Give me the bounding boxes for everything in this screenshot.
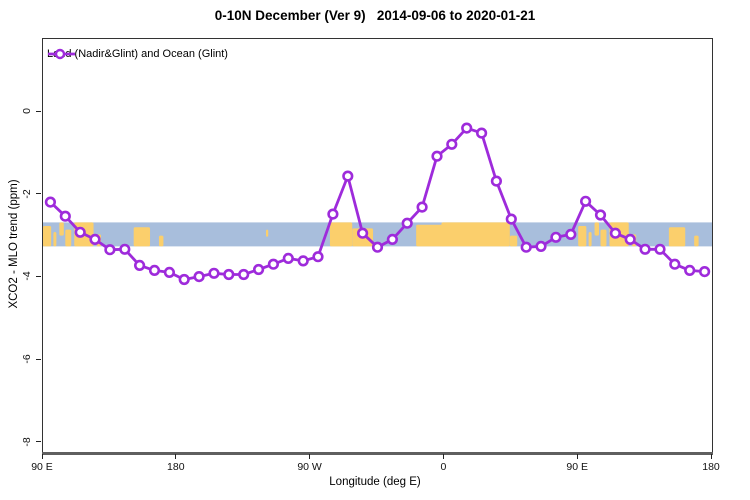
data-point	[119, 243, 131, 255]
data-point	[698, 266, 711, 278]
data-point	[104, 244, 116, 256]
data-point	[297, 255, 309, 267]
y-tick-mark	[36, 275, 41, 277]
data-point	[639, 243, 651, 255]
land-patch	[329, 222, 353, 247]
data-point	[401, 217, 413, 229]
data-point	[342, 170, 354, 182]
data-point	[669, 258, 681, 270]
land-patch	[43, 226, 52, 247]
land-patch	[441, 222, 510, 247]
x-tick-label: 180	[702, 461, 720, 473]
land-patch	[694, 235, 699, 247]
y-tick-label: 0	[21, 108, 33, 114]
land-patch	[594, 222, 600, 236]
data-point	[133, 259, 146, 271]
legend-line-marker-icon	[48, 48, 75, 60]
y-tick-label: -6	[21, 354, 33, 364]
data-point	[594, 209, 607, 221]
data-point	[476, 127, 488, 139]
land-patch	[578, 226, 587, 247]
ocean-band	[43, 222, 712, 247]
x-tick-mark	[576, 454, 578, 459]
x-tick-mark	[175, 454, 177, 459]
data-point	[654, 243, 666, 255]
data-point	[267, 258, 279, 270]
data-point	[59, 210, 71, 222]
land-patch	[158, 235, 164, 247]
data-point	[579, 195, 592, 207]
data-point	[386, 233, 399, 245]
data-point	[461, 122, 473, 134]
data-point	[565, 228, 577, 240]
x-axis-line	[42, 452, 713, 455]
land-patch	[600, 229, 607, 247]
data-point	[684, 264, 696, 276]
x-tick-mark	[309, 454, 311, 459]
data-point	[327, 208, 339, 220]
x-tick-label: 90 W	[297, 461, 322, 473]
x-tick-label: 90 E	[31, 461, 53, 473]
data-point	[178, 273, 190, 286]
land-patch	[53, 231, 57, 247]
data-point	[446, 138, 458, 150]
x-tick-mark	[710, 454, 712, 459]
data-plot-svg	[43, 122, 712, 286]
y-tick-mark	[36, 193, 41, 195]
y-tick-label: -4	[21, 271, 33, 282]
data-point	[520, 241, 532, 253]
data-point	[74, 226, 86, 238]
data-point	[148, 264, 161, 276]
x-axis-label: Longitude (deg E)	[329, 476, 421, 488]
x-tick-mark	[442, 454, 444, 459]
data-point	[223, 268, 235, 281]
legend: Land (Nadir&Glint) and Ocean (Glint)	[47, 48, 228, 60]
y-tick-label: -2	[21, 189, 33, 199]
legend-label: Land (Nadir&Glint) and Ocean (Glint)	[47, 48, 228, 60]
data-point	[535, 240, 547, 252]
land-patch	[509, 235, 518, 247]
data-point	[208, 267, 220, 279]
y-tick-mark	[36, 441, 41, 443]
x-tick-mark	[41, 454, 43, 459]
land-patch	[416, 224, 445, 247]
land-patch	[588, 231, 592, 247]
y-axis-label: XCO2 - MLO trend (ppm)	[8, 179, 20, 309]
x-tick-label: 90 E	[566, 461, 588, 473]
data-line	[49, 126, 706, 281]
y-tick-label: -8	[21, 437, 33, 447]
data-point	[163, 266, 175, 278]
data-point	[490, 175, 503, 187]
land-patch	[59, 222, 64, 236]
y-tick-mark	[36, 358, 41, 360]
x-tick-label: 180	[167, 461, 185, 473]
data-point	[550, 231, 562, 243]
data-point	[193, 271, 205, 283]
data-point	[44, 196, 57, 208]
land-patch	[266, 229, 269, 237]
data-point	[357, 227, 369, 239]
x-tick-label: 0	[440, 461, 447, 473]
data-point	[371, 241, 384, 253]
data-point	[312, 251, 324, 263]
data-point	[431, 150, 443, 162]
land-patch	[668, 227, 686, 247]
data-point	[89, 233, 101, 245]
chart-title: 0-10N December (Ver 9) 2014-09-06 to 202…	[214, 8, 536, 23]
land-patch	[65, 229, 72, 247]
y-tick-mark	[36, 110, 41, 112]
data-point	[609, 227, 622, 239]
data-point	[416, 201, 428, 213]
land-patch	[133, 227, 151, 247]
plot-area: Land (Nadir&Glint) and Ocean (Glint)	[42, 38, 713, 455]
data-point	[282, 252, 294, 264]
data-point	[624, 233, 636, 245]
data-point	[238, 268, 250, 281]
data-point	[253, 263, 265, 276]
data-point	[505, 213, 517, 225]
